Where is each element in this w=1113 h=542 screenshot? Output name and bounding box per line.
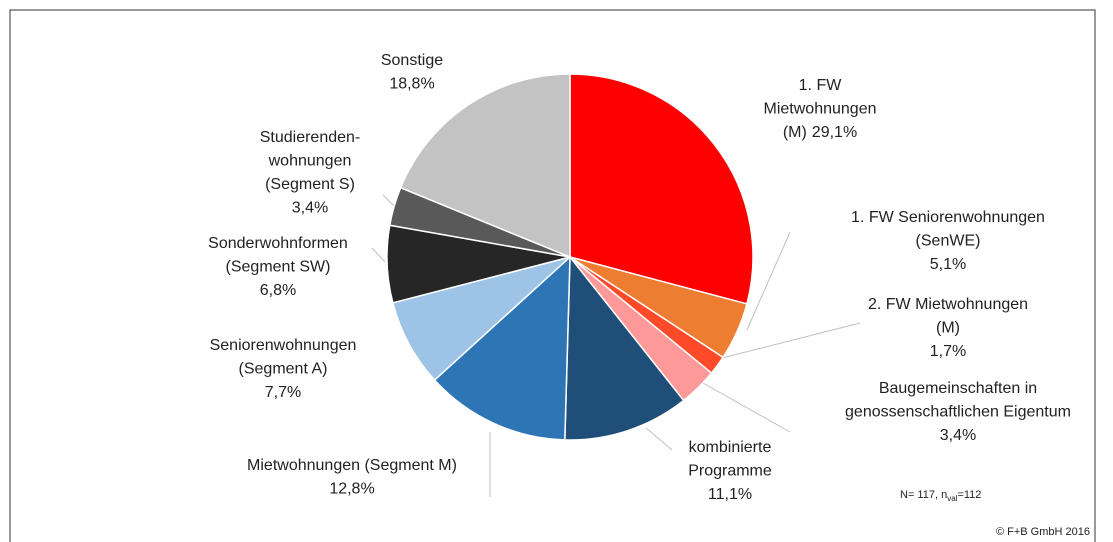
slice-label: 1. FW Mietwohnungen (M) 29,1% — [764, 77, 877, 141]
leader-line — [702, 382, 791, 433]
label-line: (SenWE) — [916, 233, 981, 250]
value-label: 5,1% — [930, 256, 966, 273]
value-label: 1,7% — [930, 343, 966, 360]
label-line: Mietwohnungen — [764, 101, 877, 118]
label-line: 2. FW Mietwohnungen — [868, 296, 1028, 313]
note-text: =112 — [957, 489, 981, 501]
slice-label: Seniorenwohnungen (Segment A) 7,7% — [210, 337, 357, 401]
slice-label: Mietwohnungen (Segment M) 12,8% — [247, 457, 457, 498]
value-label: 18,8% — [389, 76, 434, 93]
label-line: Mietwohnungen (Segment M) — [247, 457, 457, 474]
value-label: 3,4% — [940, 427, 976, 444]
sample-note: N= 117, nval=112 — [900, 489, 981, 503]
label-line: (M) — [936, 320, 960, 337]
label-line: 1. FW Seniorenwohnungen — [851, 209, 1045, 226]
pie-slice — [564, 254, 685, 441]
label-line: kombinierte — [689, 439, 772, 456]
value-label: 7,7% — [265, 384, 301, 401]
leader-line — [721, 322, 861, 359]
slice-label: Sonstige 18,8% — [381, 52, 443, 93]
leader-lines — [371, 194, 861, 497]
label-line: Sonstige — [381, 52, 443, 69]
slice-label: kombinierte Programme 11,1% — [688, 439, 772, 503]
slice-label: Baugemeinschaften in genossenschaftlichen… — [845, 380, 1071, 444]
value-label: 6,8% — [260, 282, 296, 299]
slice-label: 2. FW Mietwohnungen (M) 1,7% — [868, 296, 1028, 360]
slice-label: Sonderwohnformen (Segment SW) 6,8% — [208, 235, 348, 299]
slice-label: Studierenden-wohnungen (Segment S) 3,4% — [260, 129, 361, 217]
value-label: 29,1% — [812, 124, 857, 141]
pie-slice — [399, 73, 571, 259]
label-line: genossenschaftlichen Eigentum — [845, 404, 1071, 421]
label-line: (Segment SW) — [226, 259, 331, 276]
label-line: Sonderwohnformen — [208, 235, 348, 252]
value-label: 12,8% — [329, 481, 374, 498]
note-sub: val — [947, 494, 957, 503]
leader-line — [371, 247, 386, 263]
frame — [9, 9, 1096, 542]
source: © F+B GmbH 2016 — [996, 526, 1090, 538]
label-line: Baugemeinschaften in — [879, 380, 1037, 397]
label-line: (Segment A) — [239, 361, 328, 378]
leader-line — [382, 194, 396, 208]
label-line: Programme — [688, 463, 772, 480]
slice-label: 1. FW Seniorenwohnungen (SenWE) 5,1% — [851, 209, 1045, 273]
note-text: N= 117, n — [900, 489, 947, 501]
label-line: 1. FW — [799, 77, 843, 94]
label-line: (M) — [783, 124, 807, 141]
label-line: Seniorenwohnungen — [210, 337, 357, 354]
label-line: wohnungen — [268, 153, 352, 170]
label-line: (Segment S) — [265, 176, 355, 193]
pie-slice — [569, 73, 754, 305]
value-label: 11,1% — [708, 486, 752, 503]
leader-line — [746, 231, 791, 331]
label-line: Studierenden- — [260, 129, 361, 146]
pie-slice — [433, 255, 571, 441]
value-label: 3,4% — [292, 200, 328, 217]
leader-line — [645, 427, 673, 451]
